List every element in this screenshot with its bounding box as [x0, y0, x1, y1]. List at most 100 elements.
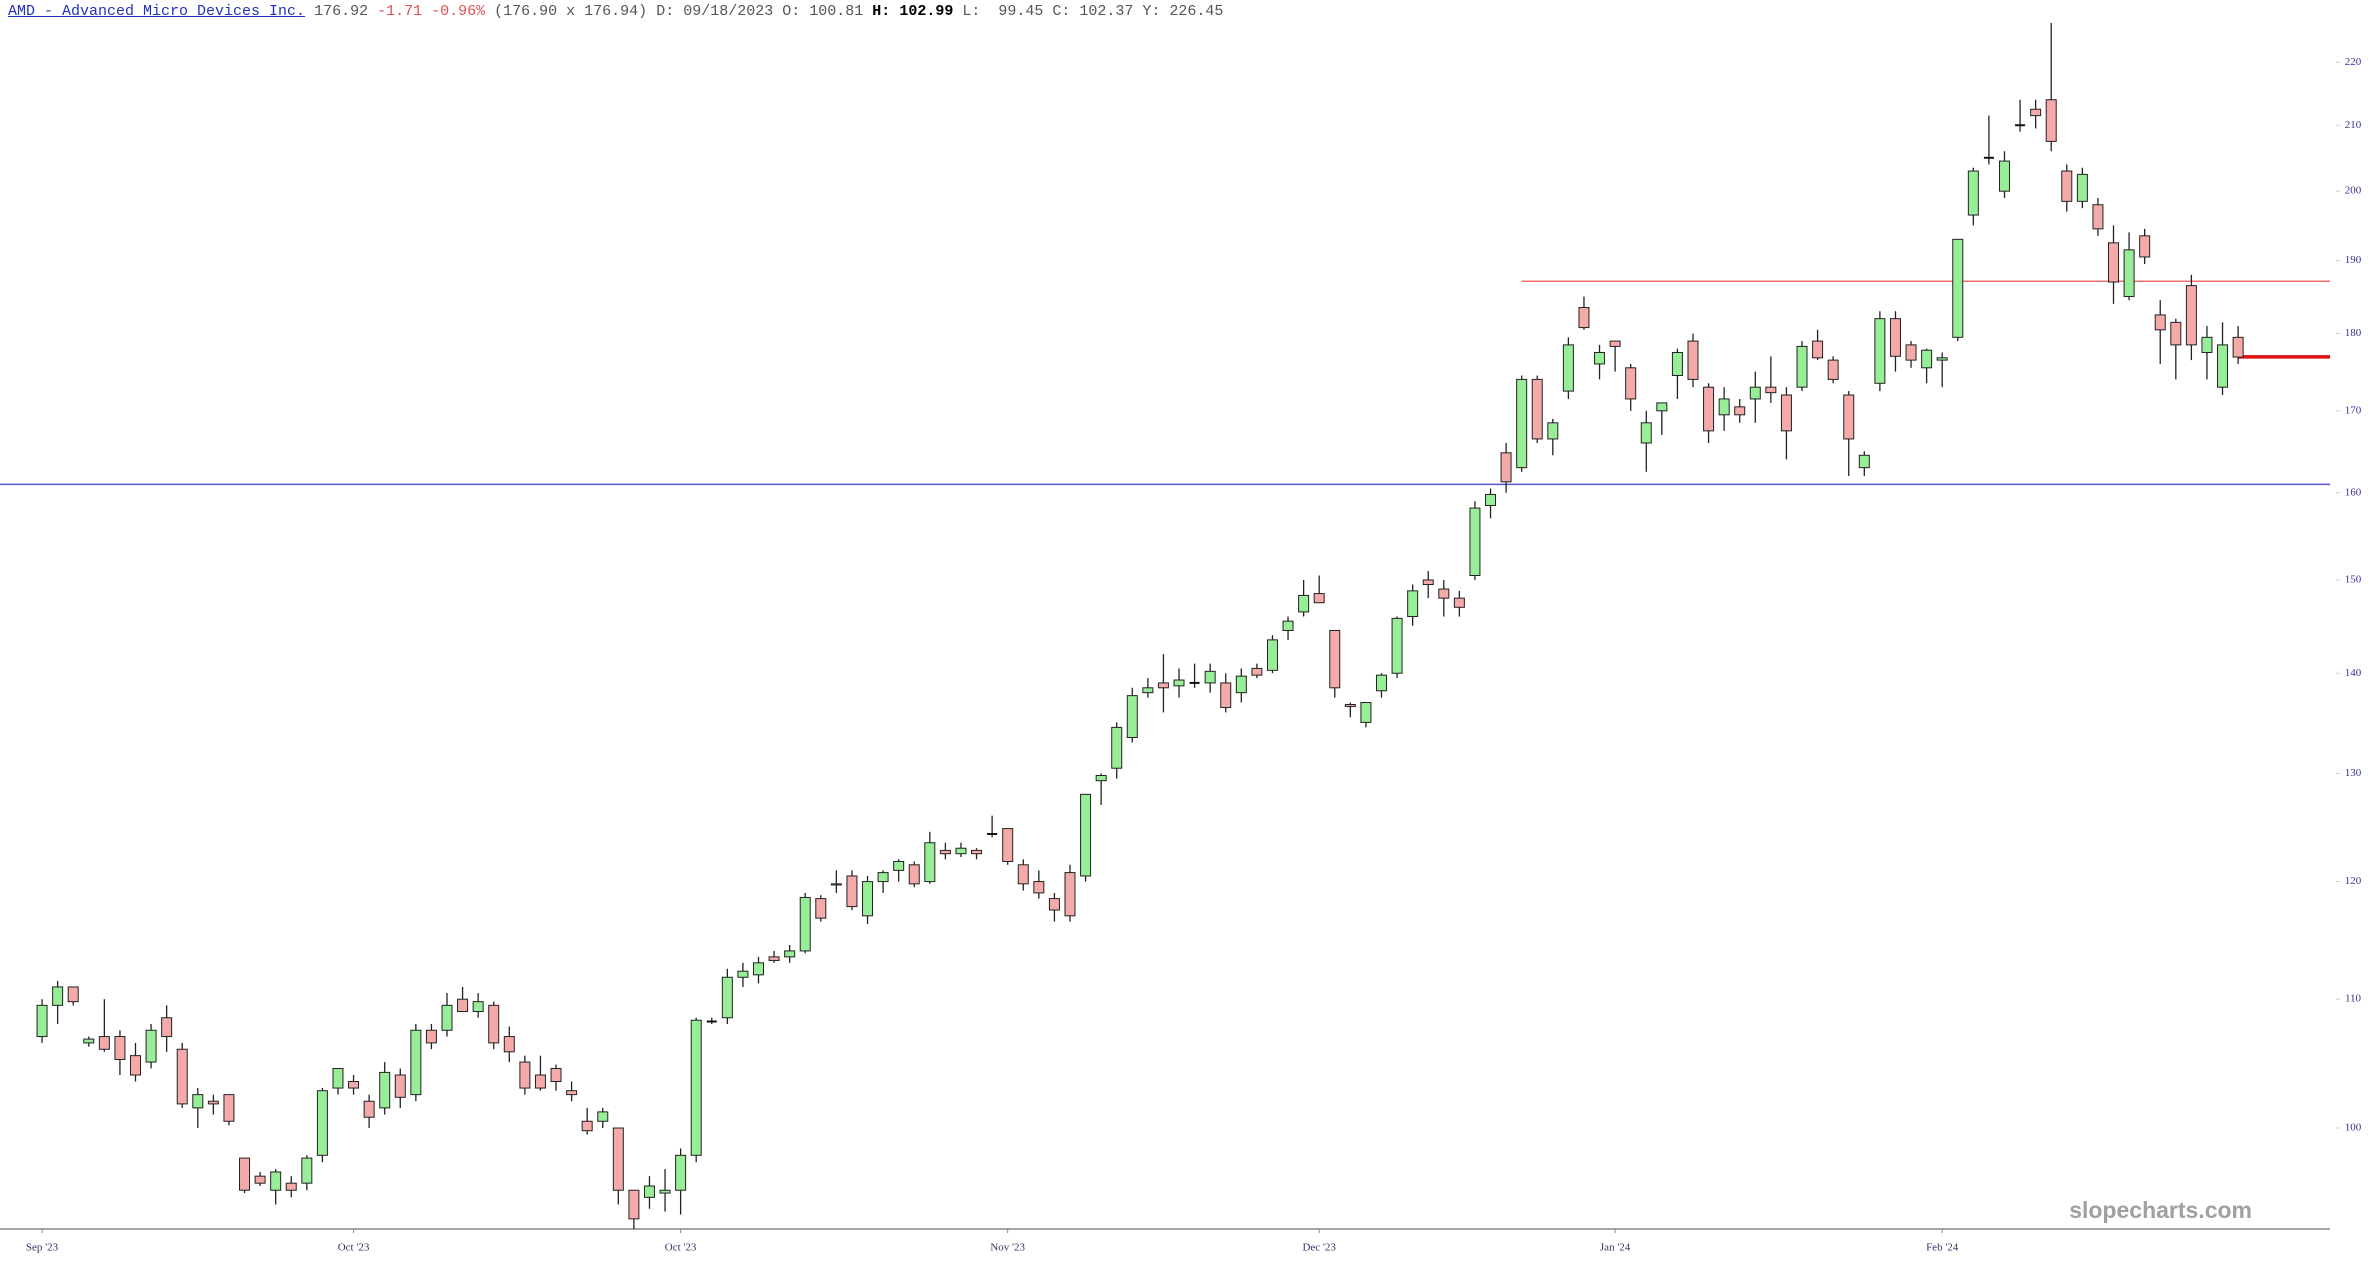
- candle-body: [1157, 682, 1169, 689]
- change: -1.71 -0.96%: [377, 3, 486, 20]
- candle-body: [1126, 695, 1138, 738]
- candle-body: [1266, 639, 1278, 671]
- candle-body: [145, 1029, 157, 1063]
- candle-body: [363, 1100, 375, 1118]
- candle-body: [815, 898, 827, 919]
- candle-body: [1827, 359, 1839, 380]
- y-tick-label: 190: [2345, 254, 2362, 266]
- candle-body: [1485, 493, 1497, 506]
- candle-body: [1765, 386, 1777, 394]
- candle-body: [550, 1068, 562, 1083]
- candle-body: [130, 1055, 142, 1076]
- y-tick-label: 180: [2345, 327, 2362, 339]
- candle-body: [1391, 617, 1403, 674]
- symbol-link[interactable]: AMD - Advanced Micro Devices Inc.: [8, 3, 306, 20]
- candle-body: [1921, 349, 1933, 369]
- candle-body: [1718, 398, 1730, 416]
- candle-body: [316, 1090, 328, 1156]
- x-tick-label: Sep '23: [26, 1242, 59, 1254]
- candle-body: [1625, 367, 1637, 400]
- candle-body: [566, 1090, 578, 1096]
- candle-body: [441, 1004, 453, 1031]
- candle-body: [1874, 318, 1886, 384]
- candle-body: [301, 1157, 313, 1184]
- candle-body: [348, 1081, 360, 1089]
- candle-body: [472, 1001, 484, 1013]
- candle-body: [285, 1182, 297, 1191]
- candle-body: [1843, 394, 1855, 440]
- candle-body: [1594, 351, 1606, 365]
- candle-body: [161, 1017, 173, 1038]
- y-tick-label: 110: [2345, 993, 2362, 1005]
- candle-body: [1640, 422, 1652, 444]
- candle-body: [503, 1036, 515, 1053]
- candle-body: [1422, 579, 1434, 586]
- candle-body: [1998, 160, 2010, 192]
- candle-body: [254, 1175, 266, 1184]
- candle-body: [612, 1127, 624, 1191]
- candle-body: [597, 1111, 609, 1122]
- candle-body: [846, 875, 858, 908]
- candle-body: [2061, 170, 2073, 202]
- bar-high-label: H:: [872, 3, 891, 20]
- candle-body: [270, 1171, 282, 1191]
- y-tick-label: 160: [2345, 486, 2362, 498]
- candle-body: [752, 962, 764, 976]
- candle-body: [1656, 402, 1668, 412]
- candle-body: [1095, 774, 1107, 782]
- candle-body: [394, 1074, 406, 1098]
- candle-body: [2092, 204, 2104, 230]
- candle-body: [1048, 898, 1060, 911]
- candle-body: [1905, 344, 1917, 361]
- candle-body: [1609, 340, 1621, 347]
- x-tick-label: Dec '23: [1302, 1242, 1336, 1254]
- candle-body: [1500, 452, 1512, 483]
- candle-body: [207, 1100, 219, 1105]
- candle-body: [2201, 336, 2213, 353]
- candle-body: [1111, 726, 1123, 769]
- candle-body: [1080, 793, 1092, 877]
- candle-body: [1453, 597, 1465, 608]
- candle-body: [830, 883, 842, 886]
- bar-open: O: 100.81: [782, 3, 864, 20]
- candle-body: [1671, 351, 1683, 377]
- candle-body: [1780, 394, 1792, 432]
- candle-body: [1002, 828, 1014, 862]
- candle-body: [67, 986, 79, 1003]
- y-tick-label: 200: [2345, 185, 2362, 197]
- candle-body: [98, 1036, 110, 1050]
- candle-body: [1033, 881, 1045, 894]
- candle-body: [192, 1094, 204, 1109]
- candle-body: [628, 1189, 640, 1220]
- candle-body: [1173, 679, 1185, 687]
- candle-body: [52, 986, 64, 1006]
- candle-body: [1734, 406, 1746, 416]
- bar-rest: L: 99.45 C: 102.37 Y: 226.45: [962, 3, 1224, 20]
- x-tick-label: Jan '24: [1600, 1242, 1631, 1254]
- candle-body: [1858, 454, 1870, 469]
- bar-date: D: 09/18/2023: [656, 3, 774, 20]
- candle-body: [893, 860, 905, 871]
- candle-body: [877, 872, 889, 883]
- candle-body: [1298, 594, 1310, 613]
- candle-body: [1360, 702, 1372, 723]
- candle-body: [581, 1120, 593, 1132]
- candle-body: [1235, 675, 1247, 694]
- candle-body: [955, 847, 967, 855]
- candle-body: [1967, 170, 1979, 216]
- candle-body: [2123, 249, 2135, 298]
- y-tick-label: 140: [2345, 667, 2362, 679]
- candle-body: [737, 970, 749, 978]
- candle-body: [908, 864, 920, 885]
- candle-body: [488, 1004, 500, 1044]
- candle-body: [36, 1004, 48, 1038]
- y-tick-label: 170: [2345, 404, 2362, 416]
- candle-body: [2108, 242, 2120, 283]
- candle-body: [2170, 321, 2182, 346]
- y-tick-label: 220: [2345, 56, 2362, 68]
- candle-body: [2232, 336, 2244, 358]
- candle-body: [410, 1029, 422, 1096]
- candle-body: [1936, 357, 1948, 361]
- candle-body: [1313, 593, 1325, 604]
